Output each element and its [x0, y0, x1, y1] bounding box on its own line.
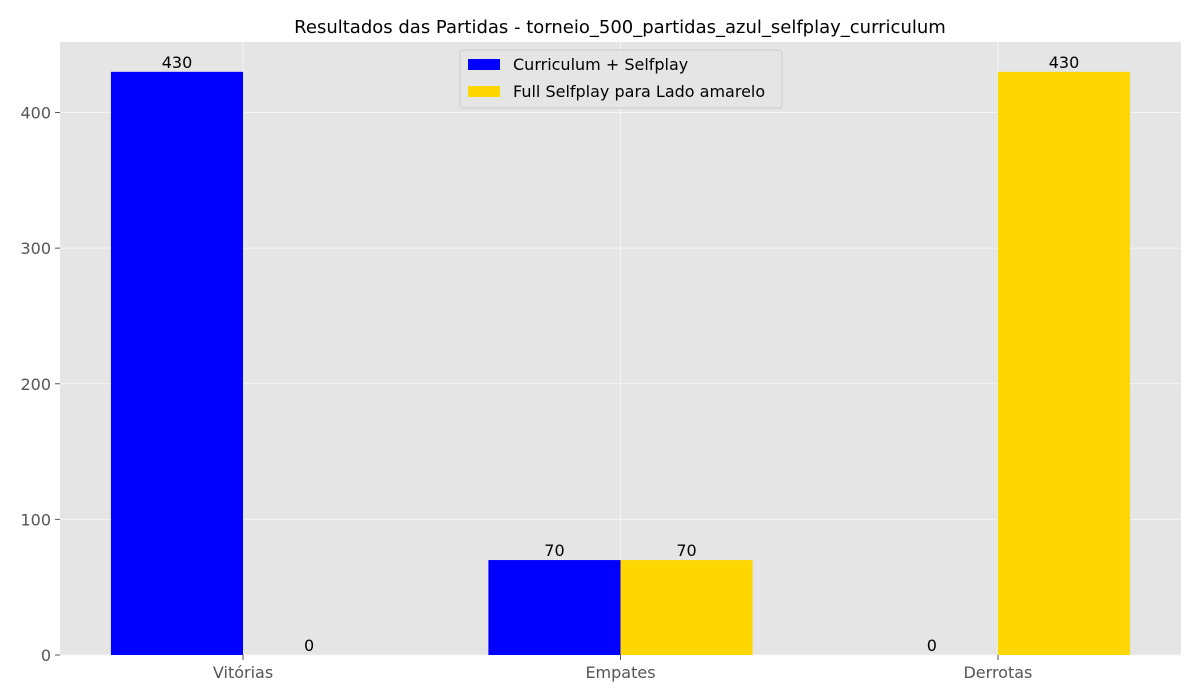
y-tick-label: 200: [20, 375, 51, 394]
bar-value-label: 70: [544, 541, 564, 560]
legend: Curriculum + Selfplay Full Selfplay para …: [459, 49, 783, 109]
y-tick-label: 400: [20, 104, 51, 123]
legend-label: Full Selfplay para Lado amarelo: [513, 82, 765, 101]
bar-value-label: 70: [676, 541, 696, 560]
bar: [620, 560, 753, 655]
x-tick-label: Empates: [585, 663, 655, 682]
legend-swatch: [468, 86, 500, 97]
bar-value-label: 430: [162, 53, 193, 72]
bar: [110, 71, 244, 655]
bar-value-label: 0: [304, 636, 314, 655]
x-tick-label: Derrotas: [963, 663, 1032, 682]
y-axis: 0 100 200 300 400: [20, 104, 60, 665]
bar: [488, 560, 621, 655]
legend-box: [459, 49, 783, 109]
bar-value-label: 0: [927, 636, 937, 655]
x-tick-label: Vitórias: [213, 663, 273, 682]
bar: [997, 71, 1131, 655]
y-tick-label: 100: [20, 510, 51, 529]
data-labels: 430 70 0 0 70 430: [162, 53, 1080, 655]
chart-title: Resultados das Partidas - torneio_500_pa…: [294, 17, 946, 38]
legend-label: Curriculum + Selfplay: [513, 55, 688, 74]
bar-value-label: 430: [1049, 53, 1080, 72]
y-tick-label: 0: [41, 646, 51, 665]
legend-swatch: [468, 59, 500, 70]
x-axis: Vitórias Empates Derrotas: [213, 655, 1032, 682]
y-tick-label: 300: [20, 239, 51, 258]
bars: [110, 71, 1131, 655]
